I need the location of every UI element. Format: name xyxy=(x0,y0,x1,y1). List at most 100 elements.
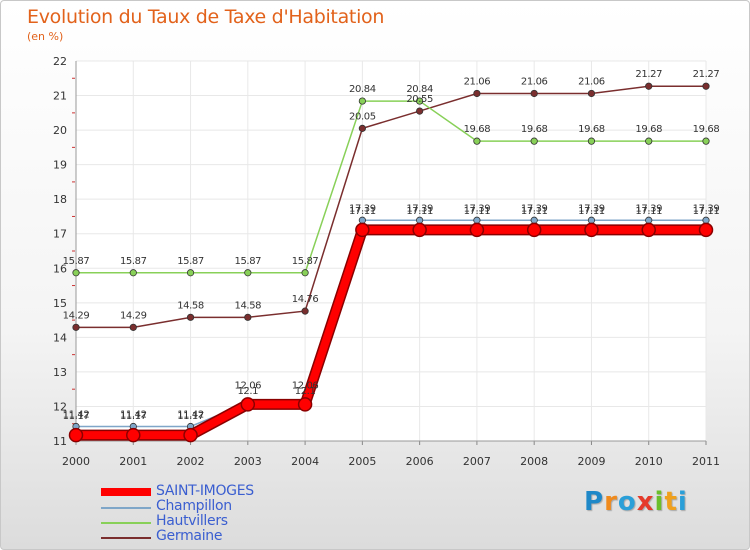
data-point-hautvillers xyxy=(244,269,252,277)
data-label-germaine: 14.29 xyxy=(120,310,147,321)
data-point-saint-imoges xyxy=(526,222,542,238)
x-tick-label: 2007 xyxy=(463,455,491,468)
series-line-germaine xyxy=(76,85,706,329)
data-point-germaine xyxy=(530,89,538,98)
data-label-saint-imoges: 17.11 xyxy=(521,206,548,217)
x-tick-label: 2009 xyxy=(577,455,605,468)
x-tick-label: 2004 xyxy=(291,455,319,468)
data-label-hautvillers: 19.68 xyxy=(635,124,662,135)
data-point-germaine xyxy=(702,82,710,90)
x-tick-label: 2001 xyxy=(119,455,147,468)
data-point-hautvillers xyxy=(416,97,424,105)
data-label-hautvillers: 20.84 xyxy=(406,84,433,95)
series-line-champillon xyxy=(76,219,706,428)
data-label-champillon: 17.39 xyxy=(635,203,662,214)
data-label-champillon: 12.1 xyxy=(237,386,258,397)
data-label-germaine: 20.05 xyxy=(349,111,376,122)
data-label-germaine: 14.58 xyxy=(234,300,261,311)
legend-swatch-germaine xyxy=(101,537,151,539)
data-point-germaine xyxy=(186,313,195,321)
legend-swatch-saint-imoges xyxy=(101,488,151,496)
plot-area xyxy=(76,61,706,441)
data-point-saint-imoges xyxy=(183,427,198,443)
data-label-hautvillers: 15.87 xyxy=(177,256,204,267)
data-label-hautvillers: 19.68 xyxy=(693,124,720,135)
x-tick-label: 2005 xyxy=(348,455,376,468)
y-tick-label: 22 xyxy=(53,55,67,68)
y-tick-label: 14 xyxy=(53,331,67,344)
data-label-champillon: 17.39 xyxy=(693,203,720,214)
data-point-champillon xyxy=(645,216,653,224)
data-point-hautvillers xyxy=(358,97,366,105)
data-label-saint-imoges: 17.11 xyxy=(635,206,662,217)
logo-letter: r xyxy=(604,487,618,517)
y-tick-label: 15 xyxy=(53,297,67,310)
data-label-hautvillers: 15.87 xyxy=(292,256,319,267)
chart-subtitle: (en %) xyxy=(27,30,64,43)
data-label-champillon: 17.39 xyxy=(521,203,548,214)
logo-letter: t xyxy=(664,487,678,517)
data-point-germaine xyxy=(129,323,137,331)
x-tick-label: 2006 xyxy=(406,455,434,468)
x-tick-label: 2010 xyxy=(635,455,663,468)
data-label-hautvillers: 19.68 xyxy=(578,124,605,135)
y-tick-label: 11 xyxy=(53,435,67,448)
legend-label-saint-imoges: SAINT-IMOGES xyxy=(156,483,254,499)
data-label-champillon: 17.39 xyxy=(349,203,376,214)
data-point-champillon xyxy=(587,216,596,224)
data-label-hautvillers: 19.68 xyxy=(521,124,548,135)
legend-swatch-hautvillers xyxy=(101,522,151,524)
data-point-saint-imoges xyxy=(126,427,141,443)
x-tick-label: 2011 xyxy=(692,455,720,468)
data-point-saint-imoges xyxy=(355,222,370,238)
y-tick-label: 17 xyxy=(53,228,67,241)
logo-letter: o xyxy=(617,487,637,517)
x-tick-label: 2000 xyxy=(62,455,90,468)
data-label-hautvillers: 19.68 xyxy=(464,124,491,135)
data-label-germaine: 14.76 xyxy=(292,294,319,305)
data-point-hautvillers xyxy=(587,137,596,145)
data-point-saint-imoges xyxy=(584,222,599,238)
data-point-hautvillers xyxy=(473,137,481,145)
y-tick-label: 18 xyxy=(53,193,67,206)
logo-letter: i xyxy=(677,487,688,517)
data-point-germaine xyxy=(645,82,653,90)
data-point-germaine xyxy=(358,124,366,132)
data-label-saint-imoges: 12.06 xyxy=(234,380,261,391)
series-line-hautvillers xyxy=(76,100,706,274)
data-label-champillon: 11.42 xyxy=(177,409,204,420)
data-point-champillon xyxy=(473,216,481,224)
data-point-saint-imoges xyxy=(240,397,256,412)
data-label-germaine: 21.06 xyxy=(578,76,605,87)
data-label-champillon: 17.39 xyxy=(464,203,491,214)
logo-letter: i xyxy=(654,487,665,517)
data-label-champillon: 12.1 xyxy=(295,386,316,397)
data-point-hautvillers xyxy=(702,137,710,145)
data-label-champillon: 11.42 xyxy=(63,409,90,420)
data-point-saint-imoges xyxy=(412,222,427,238)
data-label-saint-imoges: 11.17 xyxy=(177,411,204,422)
data-point-germaine xyxy=(301,307,309,315)
data-label-saint-imoges: 17.11 xyxy=(693,206,720,217)
data-point-hautvillers xyxy=(72,269,80,277)
data-label-germaine: 21.06 xyxy=(464,76,491,87)
data-label-saint-imoges: 12.06 xyxy=(292,380,319,391)
data-point-hautvillers xyxy=(645,137,653,145)
chart-title: Evolution du Taux de Taxe d'Habitation xyxy=(27,6,385,28)
data-point-germaine xyxy=(587,89,596,98)
data-label-saint-imoges: 11.17 xyxy=(63,411,90,422)
data-point-saint-imoges xyxy=(297,397,313,412)
data-label-saint-imoges: 17.11 xyxy=(578,206,605,217)
data-label-germaine: 21.27 xyxy=(635,69,662,80)
legend-label-hautvillers: Hautvillers xyxy=(156,513,228,529)
y-tick-label: 20 xyxy=(53,124,67,137)
data-point-hautvillers xyxy=(530,137,538,145)
data-point-saint-imoges xyxy=(641,222,656,238)
data-point-champillon xyxy=(702,216,710,224)
data-point-hautvillers xyxy=(301,269,309,277)
series-line-saint-imoges xyxy=(72,225,710,440)
data-label-saint-imoges: 11.17 xyxy=(120,411,147,422)
data-point-champillon xyxy=(358,216,366,224)
